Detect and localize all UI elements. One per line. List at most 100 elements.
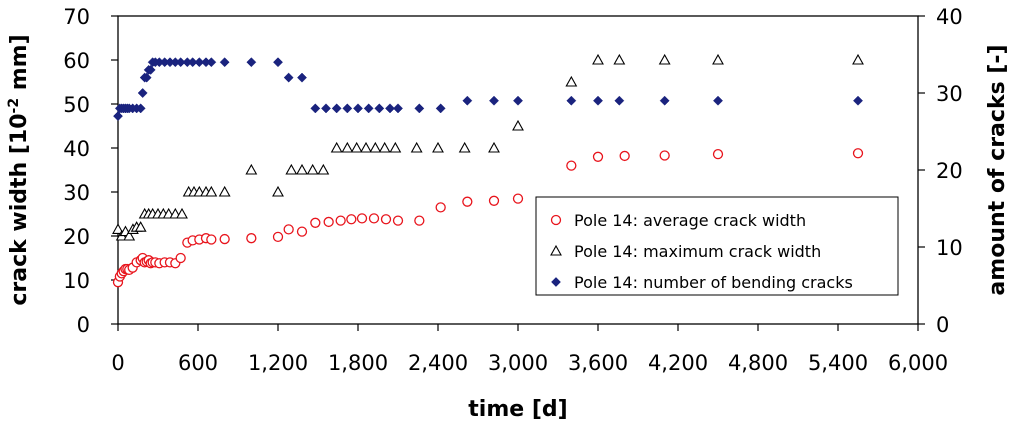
bending-cracks-point — [321, 103, 331, 114]
max-crack-width-point — [306, 163, 319, 175]
x-tick-label: 1,200 — [248, 351, 308, 375]
bending-cracks-point — [194, 57, 205, 68]
x-tick-label: 600 — [178, 351, 218, 375]
avg-crack-width-point — [512, 193, 524, 204]
x-tick-label: 3,000 — [488, 351, 548, 375]
y-left-tick-label: 0 — [77, 313, 90, 337]
bending-cracks-point — [187, 57, 198, 68]
max-crack-width-point — [176, 207, 188, 219]
avg-crack-width-point — [246, 233, 257, 244]
bending-cracks-point — [273, 57, 283, 68]
series-max-crack-width — [112, 53, 864, 241]
max-crack-width-point — [134, 221, 147, 232]
avg-crack-width-point — [310, 217, 321, 228]
max-crack-width-point — [218, 185, 231, 197]
bending-cracks-point — [137, 88, 148, 98]
legend-label: Pole 14: number of bending cracks — [574, 273, 853, 292]
max-crack-width-point — [317, 163, 330, 175]
x-tick-label: 2,400 — [408, 351, 468, 375]
y-right-tick-label: 20 — [936, 159, 963, 183]
y-left-title-sup: -2 — [6, 98, 22, 114]
avg-crack-width-point — [323, 216, 334, 228]
max-crack-width-point — [272, 185, 284, 197]
avg-crack-width-point — [619, 150, 630, 162]
max-crack-width-point — [658, 53, 671, 65]
max-crack-width-point — [712, 53, 724, 65]
legend-marker — [550, 244, 562, 256]
avg-crack-width-point — [462, 196, 473, 207]
max-crack-width-point — [360, 141, 372, 153]
y-left-axis-title: crack width [10-2 mm] — [6, 34, 32, 305]
avg-crack-width-point — [296, 226, 308, 237]
bending-cracks-point — [659, 95, 670, 106]
max-crack-width-point — [330, 141, 343, 153]
bending-cracks-point — [513, 95, 523, 106]
bending-cracks-point — [141, 72, 152, 83]
y-right-tick-label: 40 — [936, 5, 963, 29]
max-crack-width-point — [245, 163, 258, 175]
series-avg-crack-width — [112, 148, 864, 288]
y-right-tick-label: 30 — [936, 82, 963, 106]
legend-label: Pole 14: maximum crack width — [574, 242, 821, 261]
series-bending-cracks — [113, 57, 863, 122]
max-crack-width-point — [852, 53, 864, 65]
bending-cracks-point — [414, 103, 425, 114]
avg-crack-width-point — [368, 213, 380, 224]
avg-crack-width-point — [346, 214, 357, 225]
x-axis-ticks: 0 600 1,200 1,800 2,400 3,000 3,600 4,200 4,800 5… — [111, 324, 948, 375]
y-left-tick-label: 30 — [63, 181, 90, 205]
avg-crack-width-point — [392, 215, 404, 226]
avg-crack-width-point — [592, 151, 604, 162]
max-crack-width-point — [378, 141, 391, 153]
x-tick-label: 5,400 — [808, 351, 868, 375]
x-tick-label: 4,800 — [728, 351, 788, 375]
avg-crack-width-point — [380, 214, 392, 225]
bending-cracks-point — [113, 111, 123, 122]
x-axis-title: time [d] — [468, 397, 567, 422]
avg-crack-width-point — [175, 252, 186, 264]
y-left-tick-label: 50 — [63, 93, 90, 117]
y-left-tick-label: 40 — [63, 137, 90, 161]
bending-cracks-point — [283, 72, 294, 83]
max-crack-width-point — [285, 163, 298, 175]
bending-cracks-point — [297, 72, 307, 83]
max-crack-width-point — [389, 141, 402, 153]
max-crack-width-point — [369, 141, 382, 153]
max-crack-width-point — [488, 141, 500, 153]
x-tick-label: 4,200 — [648, 351, 708, 375]
x-tick-label: 0 — [111, 351, 124, 375]
bending-cracks-point — [342, 103, 353, 114]
y-left-title-main: crack width [10 — [7, 113, 32, 305]
avg-crack-width-point — [219, 233, 230, 245]
y-left-tick-label: 60 — [63, 49, 90, 73]
avg-crack-width-point — [414, 215, 425, 226]
avg-crack-width-point — [659, 150, 670, 161]
avg-crack-width-point — [852, 148, 864, 159]
bending-cracks-point — [435, 103, 446, 114]
bending-cracks-point — [853, 95, 863, 106]
avg-crack-width-point — [712, 149, 724, 160]
max-crack-width-point — [512, 119, 524, 131]
bending-cracks-point — [462, 95, 473, 106]
max-crack-width-point — [341, 141, 354, 153]
y-left-tick-label: 20 — [63, 225, 90, 249]
legend-label: Pole 14: average crack width — [574, 211, 806, 230]
series-layer — [112, 53, 864, 288]
max-crack-width-point — [410, 141, 423, 153]
bending-cracks-point — [353, 103, 363, 114]
avg-crack-width-point — [272, 231, 284, 243]
avg-crack-width-point — [488, 195, 500, 206]
bending-cracks-point — [135, 103, 146, 114]
y-right-axis-title: amount of cracks [-] — [985, 44, 1010, 295]
avg-crack-width-point — [566, 160, 577, 171]
legend-marker — [550, 214, 562, 226]
max-crack-width-point — [592, 53, 604, 65]
max-crack-width-point — [296, 163, 308, 175]
bending-cracks-point — [206, 57, 217, 68]
x-tick-label: 3,600 — [568, 351, 628, 375]
max-crack-width-point — [123, 229, 136, 241]
y-left-tick-label: 70 — [63, 5, 90, 29]
avg-crack-width-point — [335, 215, 346, 226]
bending-cracks-point — [331, 103, 342, 114]
